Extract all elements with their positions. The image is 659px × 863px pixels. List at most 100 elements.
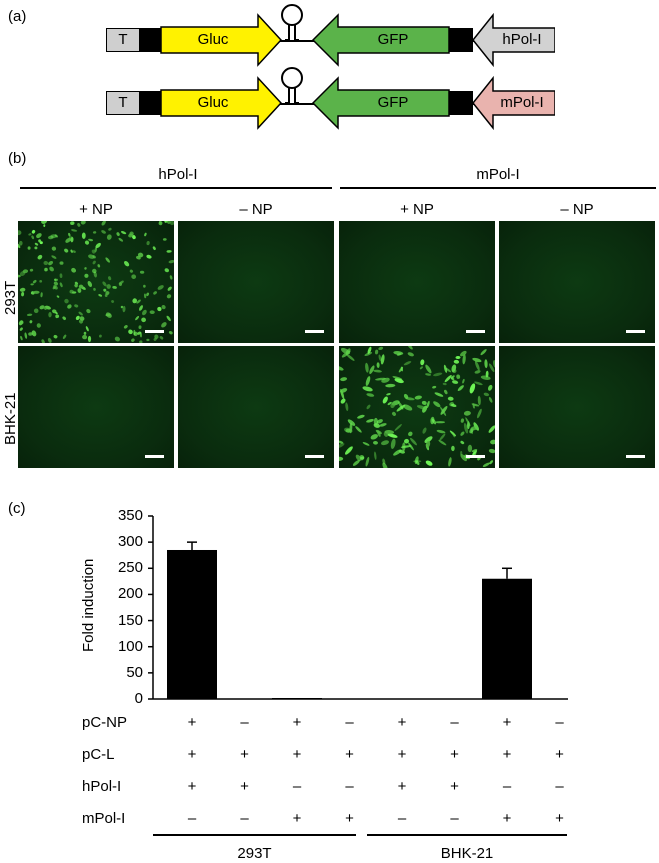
- construct-hpol: T Gluc GFP hPol-I: [103, 2, 555, 80]
- fluorescent-cell: [144, 232, 147, 237]
- fluorescent-cell: [51, 246, 57, 251]
- y-tick-label: 50: [126, 663, 143, 681]
- fluorescent-cell: [167, 286, 172, 291]
- fluorescent-cell: [470, 426, 479, 431]
- condition-sign: +: [555, 810, 564, 827]
- fluorescent-cell: [105, 313, 111, 317]
- fluorescent-cell: [442, 382, 447, 386]
- fluorescent-cell: [161, 322, 167, 328]
- fluorescent-cell: [146, 292, 150, 297]
- fluorescent-cell: [365, 376, 371, 386]
- fluorescent-cell: [355, 426, 362, 433]
- fluorescent-cell: [108, 227, 112, 231]
- fluorescent-cell: [381, 440, 389, 446]
- fluorescent-cell: [92, 268, 97, 274]
- promoter-arrow: [472, 12, 555, 68]
- fluorescent-cell: [36, 323, 41, 328]
- fluorescent-cell: [480, 349, 487, 356]
- fluorescent-cell: [56, 295, 60, 298]
- y-tick-label: 100: [117, 637, 143, 655]
- scale-bar: [626, 455, 645, 458]
- fluorescent-cell: [374, 349, 379, 355]
- gfp-label: GFP: [377, 31, 409, 48]
- fluorescent-cell: [379, 423, 387, 427]
- fluorescent-cell: [420, 359, 425, 366]
- fluorescent-cell: [43, 306, 47, 310]
- fluorescent-cell: [396, 404, 406, 412]
- bar: [272, 698, 322, 699]
- fluorescent-cell: [340, 398, 346, 404]
- fluorescent-cell: [69, 289, 74, 294]
- fluorescent-cell: [120, 231, 127, 235]
- fluorescent-cell: [489, 460, 493, 465]
- terminator-box: T: [106, 91, 140, 115]
- fluorescent-cell: [403, 361, 412, 366]
- column-header: + NP: [79, 201, 113, 218]
- fluorescent-cell: [450, 403, 457, 408]
- bar-chart: [148, 515, 568, 700]
- y-tick-label: 300: [117, 533, 143, 551]
- fluorescent-cell: [340, 388, 345, 400]
- scale-bar: [466, 330, 485, 333]
- micrograph-293t-mpol-plus-np: [339, 221, 495, 343]
- y-tick-label: 0: [134, 690, 143, 707]
- scale-bar: [145, 455, 164, 458]
- fluorescent-cell: [98, 294, 103, 297]
- fluorescent-cell: [77, 222, 81, 227]
- fluorescent-cell: [19, 271, 26, 277]
- condition-sign: –: [397, 810, 407, 827]
- fluorescent-cell: [18, 240, 23, 246]
- fluorescent-cell: [153, 291, 157, 295]
- fluorescent-cell: [41, 221, 48, 224]
- condition-sign: +: [292, 714, 302, 731]
- fluorescent-cell: [359, 454, 365, 460]
- construct-mpol: T Gluc GFP mPol-I: [103, 65, 555, 143]
- fluorescent-cell: [103, 288, 107, 292]
- fluorescent-cell: [78, 311, 83, 316]
- fluorescent-cell: [19, 327, 23, 331]
- fluorescent-cell: [159, 336, 164, 340]
- fluorescent-cell: [21, 292, 25, 297]
- fluorescent-cell: [339, 365, 344, 371]
- column-header: – NP: [560, 201, 594, 218]
- condition-sign: –: [240, 714, 249, 731]
- fluorescent-cell: [474, 381, 483, 386]
- gluc-label: Gluc: [197, 31, 229, 48]
- fluorescent-cell: [414, 456, 419, 464]
- fluorescent-cell: [53, 334, 58, 339]
- fluorescent-cell: [345, 402, 349, 411]
- fluorescent-cell: [382, 396, 388, 404]
- condition-label: pC-L: [82, 746, 115, 763]
- condition-sign: +: [397, 714, 407, 731]
- fluorescent-cell: [339, 440, 344, 444]
- fluorescent-cell: [43, 224, 46, 227]
- gluc-label: Gluc: [197, 94, 229, 111]
- group-label-hpol: hPol-I: [158, 166, 198, 183]
- fluorescent-cell: [128, 233, 134, 238]
- y-tick-label: 250: [117, 559, 143, 577]
- fluorescent-cell: [378, 346, 384, 351]
- fluorescent-cell: [365, 456, 370, 467]
- black-segment-left: [140, 91, 161, 115]
- fluorescent-cell: [488, 448, 495, 454]
- fluorescent-cell: [376, 362, 380, 368]
- fluorescent-cell: [463, 422, 469, 434]
- fluorescent-cell: [146, 241, 150, 246]
- fluorescent-cell: [448, 457, 452, 467]
- micrograph-bhk21-hpol-minus-np: [178, 346, 334, 468]
- fluorescent-cell: [376, 419, 383, 424]
- fluorescent-cell: [474, 360, 480, 371]
- scale-bar: [305, 455, 324, 458]
- fluorescent-cell: [490, 439, 495, 445]
- fluorescent-cell: [485, 370, 489, 378]
- fluorescent-cell: [85, 326, 89, 332]
- black-segment-right: [449, 28, 473, 52]
- condition-sign: –: [345, 778, 354, 795]
- group-label-mpol: mPol-I: [476, 166, 520, 183]
- fluorescent-cell: [53, 281, 58, 286]
- condition-sign: +: [345, 746, 354, 763]
- fluorescent-cell: [158, 221, 162, 224]
- fluorescent-cell: [407, 346, 413, 350]
- fluorescent-cell: [398, 449, 406, 454]
- fluorescent-cell: [373, 440, 378, 445]
